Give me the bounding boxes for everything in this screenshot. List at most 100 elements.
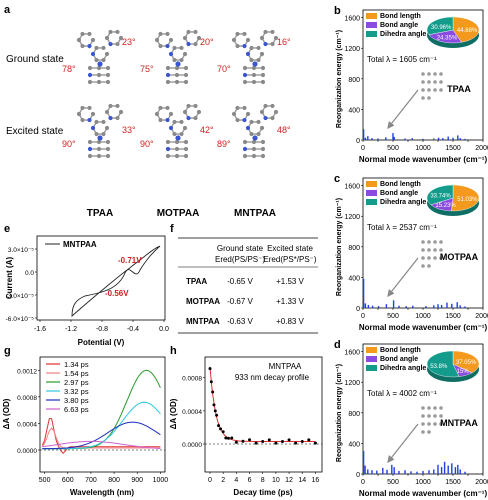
panel-c: c 0 400 800 1200 1600 0 500 1000 1500 2000 Normal m… <box>334 173 488 332</box>
thumb-atom <box>421 72 425 76</box>
atom <box>260 139 266 145</box>
panel-letter-d: d <box>334 339 341 351</box>
atom <box>165 153 171 159</box>
legend-label: 2.97 ps <box>64 378 89 387</box>
angle-excited-top-1: 42° <box>200 125 214 135</box>
atom <box>183 79 189 85</box>
decay-point <box>211 390 215 394</box>
y-tick-label: 0.0000 <box>17 448 37 455</box>
atom <box>242 43 247 49</box>
atom <box>105 139 111 145</box>
reorg-bar <box>404 470 406 474</box>
panel-e: e MNTPAA -0.71V -0.56V -1.6 -1.2 -0.8 -0.4 0… <box>4 223 169 347</box>
atom <box>165 31 170 37</box>
reorg-bar <box>442 138 444 140</box>
cv-axes: -1.6 -1.2 -0.8 -0.4 0.0 3.0×10⁻⁵ 0.0 -3.0×10⁻⁵ -… <box>6 247 169 333</box>
atom <box>165 43 170 49</box>
pie-label-dihedral: 53.8% <box>430 364 448 370</box>
reorg-bar <box>459 469 461 474</box>
reorganization-panels: b 0 400 800 1200 1600 0 500 1000 1500 2000 Normal m… <box>334 5 488 498</box>
atom <box>87 43 92 49</box>
thumb-atom <box>421 430 425 434</box>
reorg-bar <box>412 305 414 308</box>
legend-label: 3.80 ps <box>64 396 89 405</box>
atom <box>256 119 261 125</box>
atom <box>259 109 265 115</box>
angle-excited-top-0: 33° <box>122 125 136 135</box>
atom <box>80 105 85 111</box>
atom <box>104 35 110 41</box>
reorg-bar <box>452 137 454 140</box>
row-excited: +1.53 V <box>276 277 304 286</box>
legend-swatch <box>366 31 377 37</box>
atom <box>90 125 96 131</box>
reorg-bar <box>440 304 443 308</box>
atom <box>245 111 251 117</box>
decay-point <box>267 438 271 442</box>
atom <box>249 45 254 51</box>
panel-f: f Ground state Excited state Ered(PS/PS⁻… <box>170 223 318 334</box>
decay-axes: 0 2 4 6 8 10 12 14 16 0.0000 0.0004 0.0008 <box>182 376 319 484</box>
reorg-bar <box>377 306 380 308</box>
reorg-bar <box>437 137 440 140</box>
y-tick-label: 0.0008 <box>17 395 37 402</box>
atom <box>165 65 171 71</box>
y-tick-label: -6.0×10⁻⁵ <box>6 316 35 323</box>
atom <box>165 146 171 152</box>
atom <box>90 51 96 57</box>
atom <box>193 41 198 47</box>
nitrogen-atom <box>252 135 258 141</box>
legend-swatch <box>366 22 377 28</box>
atom <box>235 43 240 49</box>
thumb-atom <box>427 96 431 100</box>
reorg-bar <box>464 306 466 308</box>
atom <box>251 139 257 145</box>
angle-excited-bottom-2: 89° <box>217 139 231 149</box>
atom <box>90 111 96 117</box>
atom <box>231 37 237 43</box>
decay-point <box>224 436 228 440</box>
decay-point <box>313 441 317 445</box>
atom <box>251 65 257 71</box>
y-tick-label: 400 <box>348 441 360 448</box>
nitrogen-atom <box>252 61 258 67</box>
pie-label-bond_length: 51.03% <box>457 197 478 203</box>
thumb-atom <box>433 88 437 92</box>
y-tick-label: 1600 <box>344 184 360 191</box>
reorg-bar <box>433 469 435 474</box>
atom <box>242 117 247 123</box>
row-label-excited: Excited state <box>6 126 64 137</box>
x-tick-label: 500 <box>387 313 399 320</box>
x-axis-label: Normal mode wavenumber (cm⁻¹) <box>359 155 488 164</box>
x-tick-label: 2000 <box>475 479 488 486</box>
panel-g: g 1.34 ps1.54 ps2.97 ps3.32 ps3.80 ps6.6… <box>2 345 168 497</box>
atom <box>90 37 96 43</box>
atom <box>87 31 92 37</box>
col-label-tpaa: TPAA <box>87 208 113 219</box>
reorg-bar <box>451 463 453 474</box>
y-tick-label: 1200 <box>344 46 360 53</box>
decay-point <box>300 440 304 444</box>
legend-label: Dihedra angle <box>380 199 426 206</box>
thumb-atom <box>433 406 437 410</box>
atom <box>172 45 177 51</box>
decay-point <box>230 436 234 440</box>
reorg-bar <box>392 300 395 308</box>
decay-point <box>248 438 252 442</box>
atom <box>179 57 184 63</box>
pie-slice-dihedral <box>426 184 454 206</box>
thumb-atom <box>439 72 443 76</box>
x-tick-label: 6 <box>248 477 252 484</box>
cv-curve <box>71 245 161 318</box>
x-tick-label: 1000 <box>153 477 169 484</box>
reorg-bar <box>382 467 384 474</box>
atom <box>118 109 124 115</box>
y-tick-label: 0.0012 <box>17 368 37 375</box>
reorg-bar <box>393 467 395 474</box>
thumb-atom <box>439 88 443 92</box>
y-tick-label: 0 <box>356 306 360 313</box>
x-tick-label: 1000 <box>415 313 431 320</box>
atom <box>231 111 237 117</box>
legend-label: Bond angle <box>380 22 418 29</box>
row-excited: +0.83 V <box>276 317 304 326</box>
